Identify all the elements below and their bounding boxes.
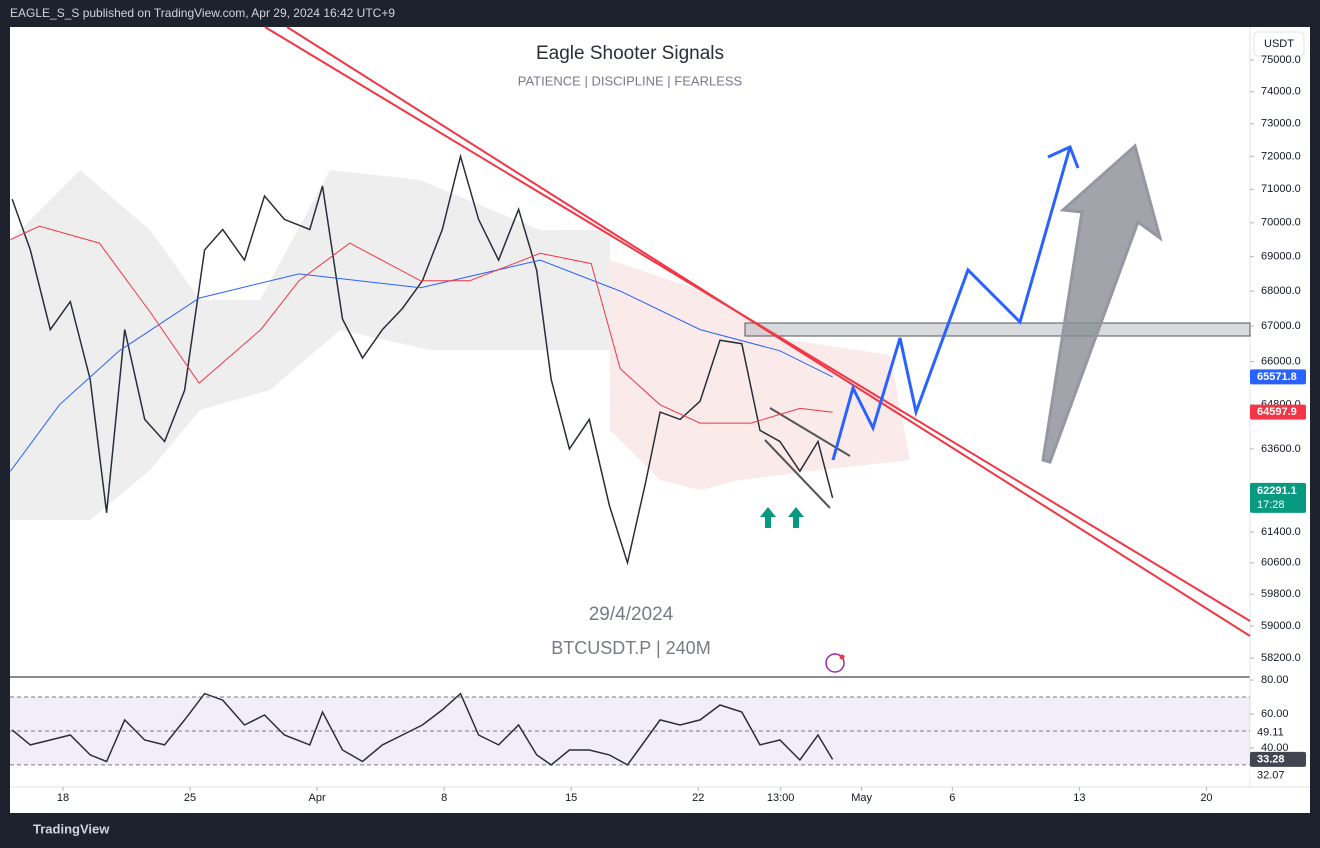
- price-badge: [1250, 751, 1306, 767]
- chart-title: Eagle Shooter Signals: [536, 43, 724, 64]
- countdown: 17:28: [1257, 499, 1285, 511]
- series-line: [11, 692, 834, 766]
- price-badge-label: 62291.1: [1257, 485, 1297, 497]
- y-tick-label: 59800.0: [1261, 588, 1301, 600]
- x-tick-label: 18: [57, 792, 69, 804]
- series-line: [11, 153, 834, 566]
- price-badge-label: 32.07: [1257, 769, 1285, 781]
- y-tick-label: 75000.0: [1261, 54, 1301, 66]
- x-tick-label: 6: [949, 792, 955, 804]
- price-badge: [1250, 482, 1306, 513]
- trendline: [286, 26, 1251, 637]
- alert-dot: [839, 654, 845, 660]
- wedge-line: [764, 439, 831, 509]
- y-tick-label: 58200.0: [1261, 652, 1301, 664]
- y-tick-label: 60600.0: [1261, 557, 1301, 569]
- x-tick-label: 25: [184, 792, 196, 804]
- projection-arrowhead: [1047, 144, 1080, 169]
- y-tick-label: 72000.0: [1261, 150, 1301, 162]
- price-badge: [1250, 767, 1306, 783]
- up-arrow: [760, 507, 776, 528]
- y-tick-label: 73000.0: [1261, 118, 1301, 130]
- price-badge: [1250, 404, 1306, 420]
- y-tick-label: 66000.0: [1261, 355, 1301, 367]
- y-tick-label: 63600.0: [1261, 443, 1301, 455]
- up-arrow: [788, 507, 804, 528]
- drawings: [264, 26, 1251, 673]
- y-tick-label: 68000.0: [1261, 285, 1301, 297]
- price-badge-label: 65571.8: [1257, 371, 1297, 383]
- chart-area: [10, 27, 1310, 813]
- y-tick-label: 71000.0: [1261, 183, 1301, 195]
- x-tick-label: Apr: [309, 792, 326, 804]
- price-badge-label: 64597.9: [1257, 406, 1297, 418]
- watermark-symbol: BTCUSDT.P | 240M: [551, 638, 710, 658]
- cloud: [10, 170, 910, 520]
- x-tick-label: 15: [565, 792, 577, 804]
- x-tick-label: 13:00: [767, 792, 795, 804]
- y-tick-label: 40.00: [1261, 742, 1289, 754]
- x-tick-label: 20: [1200, 792, 1212, 804]
- price-badge-label: 33.28: [1257, 753, 1285, 765]
- y-tick-label: 74000.0: [1261, 86, 1301, 98]
- currency[interactable]: USDT: [1264, 38, 1294, 50]
- x-tick-label: 13: [1073, 792, 1085, 804]
- series-line: [10, 225, 833, 424]
- projection-path: [831, 146, 1072, 461]
- header: EAGLE_S_S published on TradingView.com, …: [10, 6, 395, 20]
- alert-icon[interactable]: [825, 653, 845, 673]
- y-tick-label: 61400.0: [1261, 526, 1301, 538]
- price-badge: [1250, 724, 1306, 740]
- currency-button[interactable]: [1253, 31, 1305, 57]
- price-badge: [1250, 369, 1306, 385]
- x-tick-label: May: [851, 792, 872, 804]
- watermark-date: 29/4/2024: [589, 604, 674, 625]
- series-line: [9, 259, 833, 472]
- resistance-zone: [744, 322, 1251, 337]
- x-tick-label: 8: [441, 792, 447, 804]
- y-tick-label: 80.00: [1261, 674, 1289, 686]
- chart-subtitle: PATIENCE | DISCIPLINE | FEARLESS: [518, 73, 743, 88]
- price-badge-label: 49.11: [1257, 726, 1284, 738]
- marks: 18 25 Apr 8 15 22 13:00 May 6 13 20 75000.0 74000.0 7…: [9, 54, 1306, 804]
- x-tick-label: 22: [692, 792, 704, 804]
- y-tick-label: 67000.0: [1261, 320, 1301, 332]
- big-arrow: [1041, 143, 1163, 464]
- y-tick-label: 70000.0: [1261, 217, 1301, 229]
- y-tick-label: 59000.0: [1261, 620, 1301, 632]
- y-tick-label: 69000.0: [1261, 251, 1301, 263]
- y-tick-label: 60.00: [1261, 708, 1289, 720]
- footer-logo: TradingView: [33, 821, 110, 836]
